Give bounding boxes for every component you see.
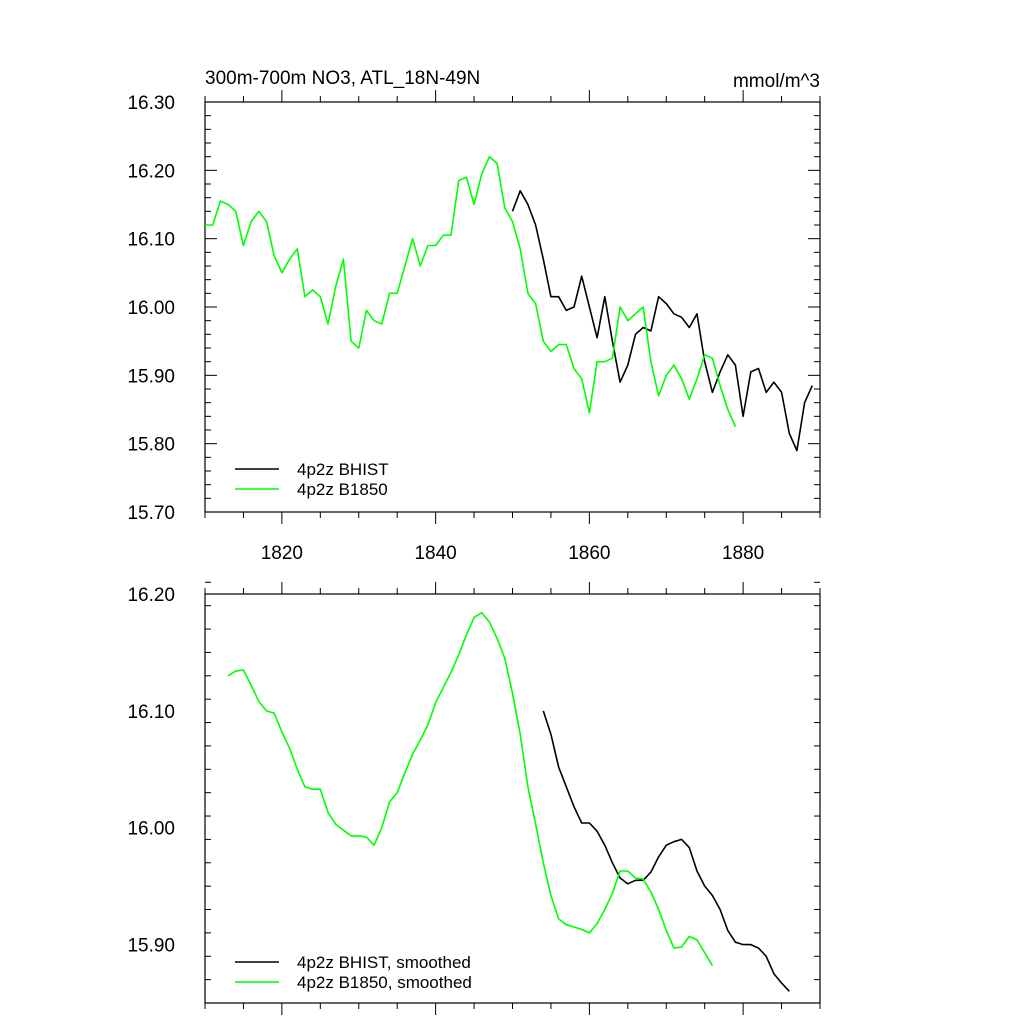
legend-label: 4p2z BHIST, smoothed (297, 953, 471, 972)
y-tick-label: 16.30 (127, 93, 175, 114)
x-tick-label: 1840 (414, 543, 456, 564)
y-tick-label: 15.90 (127, 936, 175, 957)
units-label: mmol/m^3 (733, 71, 820, 92)
bottom-panel: 15.90 16.00 16.10 16.20 4p2z BHIST, smoothed… (127, 581, 821, 1015)
series-line-1 (542, 710, 790, 992)
x-tick-label: 1820 (261, 543, 303, 564)
legend-label: 4p2z B1850, smoothed (297, 973, 472, 992)
y-tick-label: 15.80 (127, 435, 175, 456)
legend-label: 4p2z BHIST (297, 460, 389, 479)
plot-frame (204, 593, 821, 1004)
top-panel: 1820 1840 1860 1880 15.70 15.80 15.90 16.00 16.1… (127, 68, 821, 564)
y-tick-label: 16.10 (127, 230, 175, 251)
y-tick-label: 16.00 (127, 819, 175, 840)
plot-frame (204, 101, 821, 513)
x-tick-label: 1880 (722, 543, 764, 564)
y-tick-label: 16.10 (127, 702, 175, 723)
series-line-2 (205, 155, 737, 427)
y-tick-label: 15.70 (127, 503, 175, 524)
y-tick-label: 16.00 (127, 298, 175, 319)
x-tick-label: 1860 (568, 543, 610, 564)
series-line-1 (511, 190, 814, 452)
series-line-2 (227, 611, 714, 967)
y-tick-label: 16.20 (127, 161, 175, 182)
legend-label: 4p2z B1850 (297, 480, 388, 499)
chart-title: 300m-700m NO3, ATL_18N-49N (205, 68, 480, 89)
y-tick-label: 15.90 (127, 366, 175, 387)
y-tick-label: 16.20 (127, 585, 175, 606)
